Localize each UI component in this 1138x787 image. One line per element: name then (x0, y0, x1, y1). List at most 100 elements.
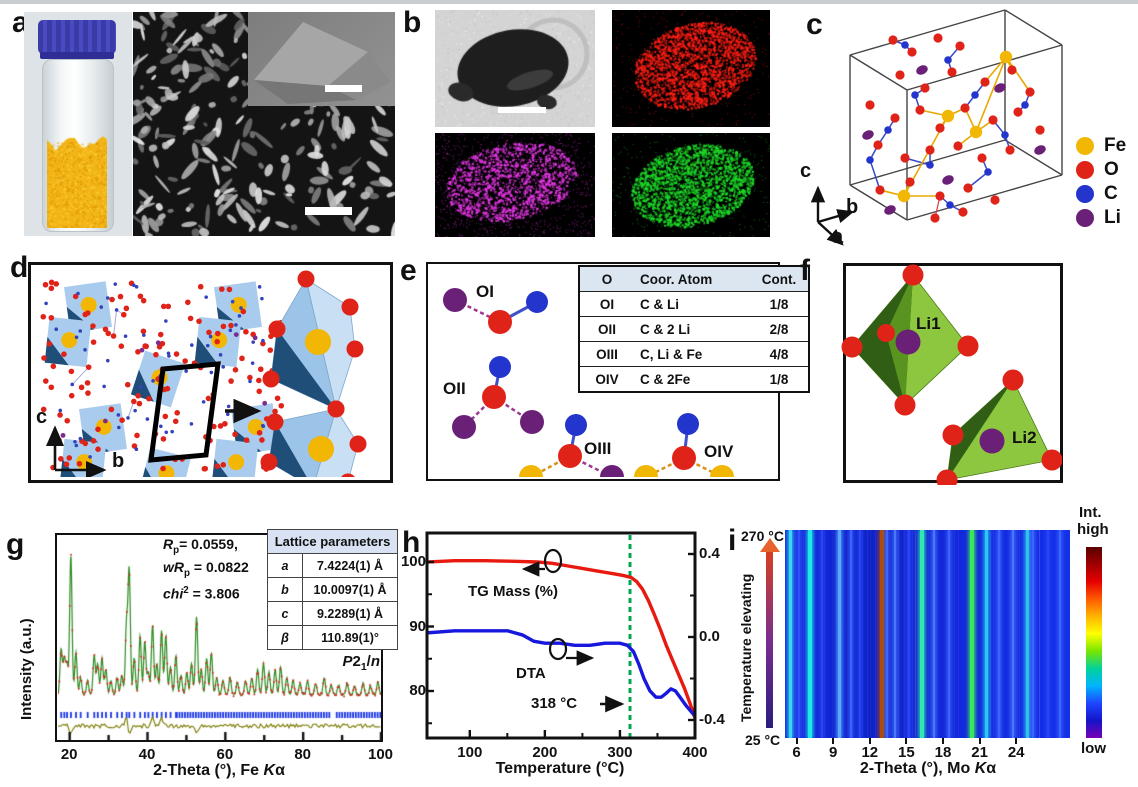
g-x-axis-title: 2-Theta (°), Fe Kα (153, 762, 285, 779)
g-x-tick: 40 (138, 746, 156, 763)
o-site-label: OI (476, 282, 494, 301)
i-x-tickmark (941, 738, 944, 744)
eds-map-red (612, 10, 770, 127)
xrd-peak-stripe (970, 530, 975, 738)
tem-scale-bar (498, 107, 546, 113)
colorbar-high-label: high (1077, 521, 1109, 538)
o-site-label: OII (443, 379, 466, 398)
i-x-tickmark (795, 738, 798, 744)
heatmap-texture (801, 530, 803, 738)
inset-scale-bar (325, 85, 362, 92)
heatmap-texture (831, 530, 833, 738)
h-left-tick: 80 (409, 682, 426, 699)
legend-label: C (1104, 183, 1118, 204)
heatmap-texture (906, 530, 908, 738)
lattice-row: b 10.0097(1) Å (267, 577, 398, 602)
lattice-cell: 10.0097(1) Å (302, 577, 398, 602)
i-x-tick: 15 (898, 744, 915, 761)
heatmap-texture (875, 530, 877, 738)
g-x-tick: 20 (60, 746, 78, 763)
page-edge-strip (0, 0, 1138, 4)
legend-swatch-fe (1076, 137, 1094, 155)
tg-curve-label: TG Mass (%) (468, 583, 559, 600)
heatmap-texture (852, 530, 853, 738)
eds-map-magenta (435, 133, 595, 237)
table-cell: 1/8 (750, 366, 809, 392)
legend-item-c: C (1076, 182, 1126, 206)
legend-swatch-c (1076, 185, 1094, 203)
panel-f-label: f (800, 254, 810, 287)
xrd-peak-stripe (907, 530, 910, 738)
xrd-peak-stripe (933, 530, 936, 738)
crystal-structure-3d (810, 9, 1063, 246)
i-x-tick: 6 (792, 744, 801, 761)
xrd-peak-stripe (788, 530, 792, 738)
axis-c-label-d: c (36, 406, 48, 428)
g-y-axis-title: Intensity (a.u.) (18, 618, 35, 720)
heatmap-texture (867, 530, 869, 738)
xrd-peak-stripe (1046, 530, 1049, 738)
legend-item-o: O (1076, 158, 1126, 182)
i-x-tickmark (832, 738, 835, 744)
panel-c-label: c (806, 8, 823, 41)
li-polyhedra (841, 264, 1062, 485)
h-x-tick: 200 (532, 744, 558, 761)
table-row: OI C & Li 1/8 (579, 291, 809, 317)
xrd-peak-stripe (859, 530, 862, 738)
lattice-cell: b (267, 577, 303, 602)
panel-d-label: d (10, 251, 29, 284)
i-x-tick: 24 (1007, 744, 1025, 761)
element-legend: Fe O C Li (1076, 134, 1126, 230)
li-site-label: Li2 (1012, 428, 1037, 447)
vial-cap-flange (40, 52, 114, 59)
heatmap-texture (861, 530, 863, 738)
xrd-peak-stripe (1025, 530, 1029, 738)
g-x-tick: 60 (216, 746, 234, 763)
tg-dta-plot (425, 531, 697, 740)
heatmap-texture (990, 530, 992, 738)
legend-swatch-o (1076, 161, 1094, 179)
i-x-tick: 9 (829, 744, 838, 761)
heatmap-texture (870, 530, 871, 738)
table-cell: OIV (579, 366, 634, 392)
table-cell: C, Li & Fe (634, 341, 750, 367)
temp-bottom-label: 25 °C (745, 732, 781, 748)
xrd-peak-stripe (894, 530, 897, 738)
heatmap-texture (885, 530, 887, 738)
panel-e-label: e (400, 254, 417, 287)
heatmap-texture (930, 530, 931, 738)
heatmap-texture (928, 530, 930, 738)
lattice-cell: c (267, 601, 303, 626)
yellow-powder (47, 128, 107, 228)
temperature-arrow (766, 550, 773, 728)
heatmap-texture (904, 530, 906, 738)
lattice-row: a 7.4224(1) Å (267, 553, 398, 578)
lattice-cell: β (267, 625, 303, 650)
heatmap-texture (1000, 530, 1002, 738)
h-x-tick: 400 (682, 744, 708, 761)
axis-c-label: c (800, 160, 812, 182)
axis-a-label: a (832, 226, 844, 248)
temperature-arrowhead (760, 538, 780, 552)
dta-curve-label: DTA (516, 665, 546, 682)
legend-item-li: Li (1076, 206, 1126, 230)
vial-photo (24, 12, 132, 236)
sem-scale-bar (305, 207, 352, 215)
lattice-cell: a (267, 553, 303, 578)
h-left-tick: 100 (400, 553, 426, 570)
h-x-tick: 100 (457, 744, 483, 761)
lattice-cell: 110.89(1)° (302, 625, 398, 650)
oxygen-coordination-diagrams (443, 288, 734, 477)
heatmap-texture (1038, 530, 1040, 738)
lattice-row: β 110.89(1)° (267, 625, 398, 650)
g-x-tick: 100 (367, 746, 394, 763)
intensity-colorbar (1086, 547, 1102, 738)
heatmap-texture (1039, 530, 1041, 738)
table-cell: OI (579, 291, 634, 317)
heatmap-texture (968, 530, 970, 738)
table-cell: C & 2 Li (634, 316, 750, 342)
table-header: O (579, 266, 634, 292)
panel-b-label: b (403, 6, 422, 39)
colorbar-low-label: low (1081, 740, 1106, 757)
